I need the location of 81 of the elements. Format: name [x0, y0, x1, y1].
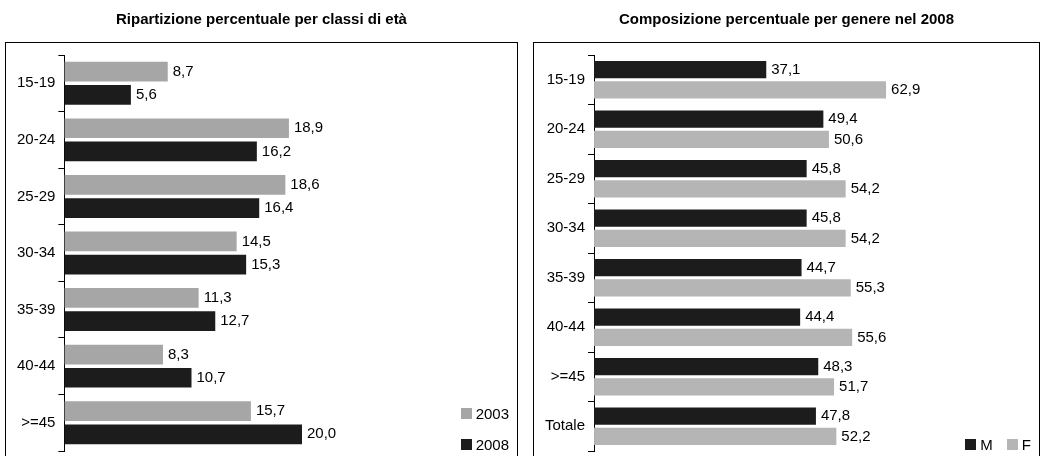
y-tick-label: 15-19 [546, 69, 586, 87]
data-label: 52,2 [841, 426, 871, 444]
legend-label: F [1020, 436, 1031, 453]
y-tick-label: 40-44 [16, 356, 56, 374]
bar [594, 60, 767, 79]
bar [64, 231, 237, 252]
data-label: 37,1 [771, 59, 801, 77]
bar [594, 130, 829, 149]
bar [594, 229, 846, 248]
bar [594, 328, 853, 347]
data-label: 10,7 [196, 367, 226, 385]
chart-title: Composizione percentuale per genere nel 2008 [617, 10, 956, 27]
bar [64, 344, 163, 365]
legend-label: M [979, 436, 993, 453]
y-tick-label: >=45 [21, 412, 56, 430]
data-label: 8,7 [172, 61, 194, 79]
data-label: 54,2 [850, 179, 880, 197]
data-label: 44,4 [805, 307, 835, 325]
y-tick-label: 15-19 [16, 73, 56, 91]
data-label: 55,3 [855, 278, 885, 296]
bar [64, 141, 257, 162]
bar [594, 81, 887, 99]
bar [64, 311, 216, 332]
data-label: 20,0 [307, 424, 337, 442]
y-tick-label: 35-39 [546, 267, 586, 285]
y-tick-label: 20-24 [16, 130, 56, 147]
bar [594, 427, 837, 446]
data-label: 51,7 [839, 377, 869, 395]
data-label: 44,7 [806, 257, 836, 275]
bar [594, 258, 802, 277]
bar [64, 174, 286, 195]
bar [64, 288, 199, 308]
bar [594, 407, 816, 425]
data-label: 14,5 [241, 231, 271, 249]
bar [594, 279, 851, 297]
data-label: 18,9 [293, 118, 324, 136]
y-tick-label: 30-34 [546, 218, 586, 236]
data-label: 5,6 [135, 85, 157, 103]
data-label: 11,3 [203, 288, 232, 306]
bar [64, 85, 131, 105]
data-label: 8,3 [167, 344, 189, 362]
data-label: 62,9 [891, 80, 921, 98]
data-label: 45,8 [811, 158, 841, 176]
y-tick-label: Totale [545, 416, 586, 434]
y-tick-label: 20-24 [546, 119, 586, 137]
bar [64, 401, 251, 421]
data-label: 15,7 [255, 401, 286, 419]
y-tick-label: 25-29 [16, 186, 56, 204]
bar [594, 159, 807, 178]
legend-label: 2008 [474, 436, 509, 453]
data-label: 50,6 [833, 129, 864, 147]
bar [594, 209, 807, 227]
y-tick-label: 40-44 [546, 317, 586, 335]
legend-label: 2003 [474, 405, 509, 422]
bar [594, 357, 819, 376]
bar [594, 308, 801, 326]
data-label: 15,3 [251, 254, 281, 272]
data-label: 18,6 [290, 174, 320, 192]
data-label: 16,4 [264, 198, 294, 216]
data-label: 45,8 [811, 208, 841, 226]
data-label: 16,2 [261, 141, 292, 159]
data-label: 55,6 [857, 327, 887, 345]
y-tick-label: 25-29 [546, 168, 586, 186]
bar [64, 61, 168, 82]
bar [64, 254, 247, 275]
data-label: 47,8 [820, 406, 851, 424]
bar [594, 110, 824, 128]
bar [594, 378, 835, 396]
chart-title: Ripartizione percentuale per classi di età [115, 10, 408, 27]
bar [594, 180, 846, 198]
data-label: 12,7 [220, 311, 250, 329]
data-label: 54,2 [850, 228, 880, 246]
y-tick-label: 30-34 [16, 243, 56, 261]
bar [64, 424, 302, 445]
data-label: 48,3 [823, 356, 853, 374]
y-tick-label: 35-39 [16, 299, 56, 317]
y-tick-label: >=45 [550, 366, 586, 384]
bar [64, 118, 289, 139]
bar [64, 198, 260, 218]
bar [64, 367, 192, 388]
data-label: 49,4 [828, 109, 858, 127]
